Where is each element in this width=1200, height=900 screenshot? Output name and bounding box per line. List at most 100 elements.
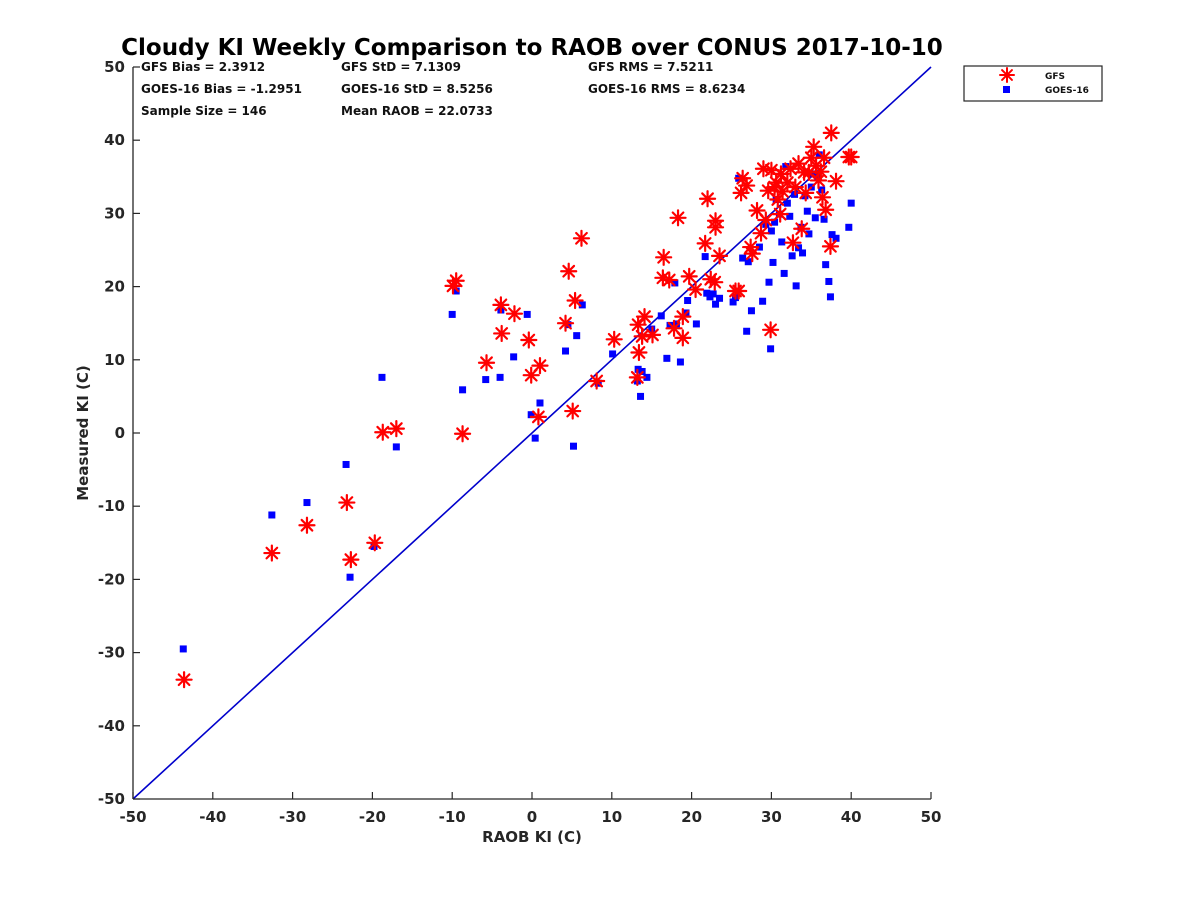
gfs-point xyxy=(674,329,692,347)
goes-16-point xyxy=(822,261,830,269)
goes-16-point xyxy=(786,212,794,220)
x-tick-label: 50 xyxy=(921,808,942,826)
gfs-point xyxy=(789,155,808,173)
goes-16-point xyxy=(759,297,767,305)
chart-title: Cloudy KI Weekly Comparison to RAOB over… xyxy=(121,35,943,61)
goes-16-point xyxy=(562,347,570,355)
stat-goes-std: GOES-16 StD = 8.5256 xyxy=(341,82,493,96)
y-tick-label: 40 xyxy=(104,131,125,149)
goes-16-point xyxy=(342,460,350,468)
goes-16-point xyxy=(809,170,817,178)
gfs-point xyxy=(752,224,770,242)
gfs-point xyxy=(784,234,802,252)
goes-16-point xyxy=(657,312,665,320)
gfs-point xyxy=(628,368,646,386)
y-tick-label: 10 xyxy=(104,351,125,369)
goes-16-point xyxy=(268,511,276,519)
stat-sample-size: Sample Size = 146 xyxy=(141,104,267,118)
goes-16-point xyxy=(805,230,813,238)
gfs-point xyxy=(738,176,756,195)
goes-16-point xyxy=(531,434,539,442)
gfs-point xyxy=(263,544,281,562)
goes-16-point xyxy=(767,227,775,235)
legend: GFS GOES-16 xyxy=(963,65,1103,102)
x-tick-label: -50 xyxy=(119,808,146,826)
legend-gfs-label: GFS xyxy=(1045,72,1065,82)
gfs-point xyxy=(743,245,761,263)
gfs-point xyxy=(643,326,662,344)
gfs-point xyxy=(706,218,725,236)
gfs-point xyxy=(588,372,606,390)
goes-16-point xyxy=(826,293,834,301)
goes-16-point xyxy=(755,243,763,251)
gfs-point xyxy=(822,124,840,142)
gfs-point xyxy=(812,163,830,181)
stat-goes-bias: GOES-16 Bias = -1.2951 xyxy=(141,82,302,96)
x-tick-label: 20 xyxy=(681,808,702,826)
legend-gfs-asterisk-icon xyxy=(999,67,1015,83)
gfs-point xyxy=(556,314,575,332)
gfs-point xyxy=(669,209,687,227)
gfs-point xyxy=(572,229,591,247)
gfs-point xyxy=(492,296,510,314)
gfs-point xyxy=(680,267,698,285)
gfs-point xyxy=(686,280,705,299)
gfs-point xyxy=(730,282,748,300)
goes-16-point xyxy=(703,289,711,297)
x-tick-label: -10 xyxy=(439,808,466,826)
gfs-point xyxy=(366,534,384,552)
x-tick-label: 0 xyxy=(527,808,537,826)
goes-16-point xyxy=(716,294,724,302)
stat-goes-rms: GOES-16 RMS = 8.6234 xyxy=(588,82,745,96)
legend-box xyxy=(963,65,1103,102)
goes-16-point xyxy=(482,376,490,384)
goes-16-point xyxy=(847,199,855,207)
goes-16-point xyxy=(459,386,467,394)
goes-16-point xyxy=(845,223,853,231)
gfs-point xyxy=(493,324,511,343)
stats-annotation: GFS Bias = 2.3912 GFS StD = 7.1309 GFS R… xyxy=(141,60,745,118)
goes-16-point xyxy=(771,218,779,226)
legend-goes-label: GOES-16 xyxy=(1045,86,1089,96)
goes-16-point xyxy=(828,231,836,239)
gfs-point xyxy=(797,184,815,202)
y-tick-label: 20 xyxy=(104,278,125,296)
gfs-point xyxy=(630,343,648,362)
goes-16-point xyxy=(676,358,684,366)
goes-16-point xyxy=(820,215,828,223)
goes-16-point xyxy=(573,332,581,340)
goes-16-point xyxy=(765,278,773,286)
goes-16-point xyxy=(743,327,751,335)
goes-16-point xyxy=(712,300,720,308)
gfs-point xyxy=(453,425,472,443)
goes-16-point xyxy=(747,307,755,315)
goes-16-point xyxy=(701,253,709,261)
gfs-point xyxy=(771,205,789,223)
goes-16-point xyxy=(452,287,460,295)
gfs-point xyxy=(827,172,845,190)
goes-16-point xyxy=(767,345,775,353)
goes-16-point xyxy=(783,199,791,207)
y-tick-label: -50 xyxy=(98,790,125,808)
x-tick-label: -30 xyxy=(279,808,306,826)
goes-16-point xyxy=(536,399,544,407)
gfs-point xyxy=(374,423,392,441)
goes-16-point xyxy=(179,645,187,653)
goes-16-point xyxy=(782,163,790,171)
gfs-point xyxy=(531,357,549,375)
gfs-point xyxy=(815,149,833,167)
goes-16-point xyxy=(744,258,752,266)
gfs-point xyxy=(629,316,647,334)
goes-16-point xyxy=(569,442,577,450)
x-axis-label: RAOB KI (C) xyxy=(482,828,582,846)
goes-16-point xyxy=(739,254,747,262)
goes-16-point xyxy=(815,151,823,159)
goes-16-point xyxy=(811,214,819,222)
goes-16-point xyxy=(578,301,586,309)
gfs-point xyxy=(387,420,405,438)
x-tick-label: 30 xyxy=(761,808,782,826)
gfs-point xyxy=(635,308,654,326)
goes-16-point xyxy=(825,277,833,285)
gfs-point xyxy=(520,331,538,349)
